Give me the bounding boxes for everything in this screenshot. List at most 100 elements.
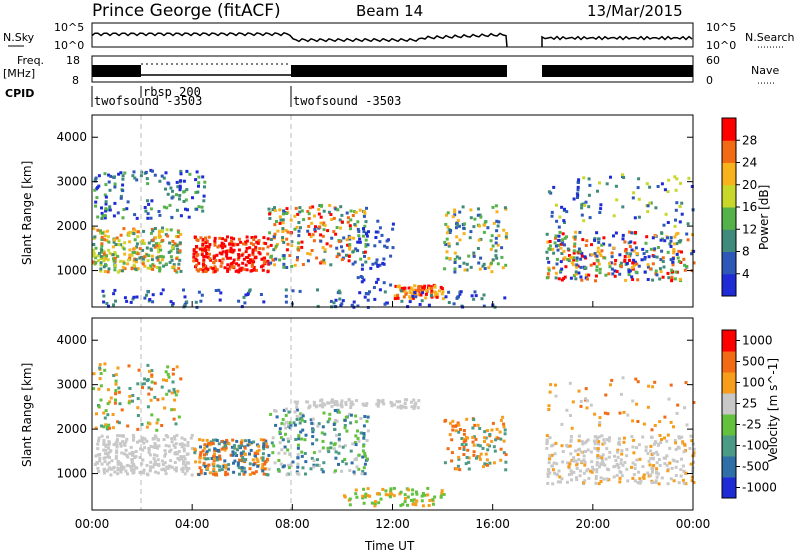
range-cell xyxy=(580,278,584,282)
range-cell xyxy=(115,449,119,453)
range-cell xyxy=(113,201,117,205)
range-cell xyxy=(278,221,282,225)
range-cell xyxy=(388,495,392,499)
range-cell xyxy=(295,225,299,229)
range-cell xyxy=(605,447,609,451)
range-cell xyxy=(156,258,160,262)
range-cell xyxy=(104,183,108,187)
range-cell xyxy=(123,241,127,245)
range-cell xyxy=(126,463,130,467)
range-cell xyxy=(160,468,164,472)
range-cell xyxy=(322,461,326,465)
range-cell xyxy=(148,369,151,373)
range-cell xyxy=(128,240,132,244)
range-cell xyxy=(365,419,369,423)
range-cell xyxy=(236,461,240,465)
range-cell xyxy=(105,254,108,258)
range-cell xyxy=(610,251,614,255)
range-cell xyxy=(644,241,648,245)
range-cell xyxy=(187,467,191,470)
range-cell xyxy=(252,243,255,247)
range-cell xyxy=(599,207,603,211)
range-cell xyxy=(651,278,655,282)
range-cell xyxy=(692,261,696,265)
range-cell xyxy=(682,481,686,485)
range-cell xyxy=(561,450,565,453)
range-cell xyxy=(282,408,286,412)
range-cell xyxy=(271,436,275,440)
range-cell xyxy=(499,437,503,441)
range-cell xyxy=(472,254,476,258)
range-cell xyxy=(621,173,625,177)
range-cell xyxy=(150,380,154,384)
range-cell xyxy=(308,206,312,210)
range-cell xyxy=(326,229,330,233)
range-cell xyxy=(574,277,578,281)
range-cell xyxy=(643,256,647,259)
range-cell xyxy=(583,204,587,207)
range-cell xyxy=(122,208,126,211)
range-cell xyxy=(132,232,136,236)
range-cell xyxy=(443,419,447,423)
range-cell xyxy=(572,470,576,474)
range-cell xyxy=(202,255,206,258)
range-cell xyxy=(106,402,110,406)
range-cell xyxy=(692,460,696,464)
range-cell xyxy=(201,268,205,272)
range-cell xyxy=(679,468,683,472)
range-cell xyxy=(454,429,458,433)
range-cell xyxy=(96,215,100,219)
range-cell xyxy=(171,372,175,376)
range-cell xyxy=(583,255,587,259)
colorbar-tick-label: 500 xyxy=(742,355,765,369)
range-cell xyxy=(207,252,211,256)
range-cell xyxy=(186,444,190,448)
range-cell xyxy=(128,248,132,252)
range-cell xyxy=(488,461,492,465)
range-cell xyxy=(259,293,263,296)
range-cell xyxy=(296,256,299,260)
range-cell xyxy=(448,433,452,437)
range-cell xyxy=(125,453,129,457)
range-cell xyxy=(319,403,323,407)
range-cell xyxy=(142,441,146,445)
range-cell xyxy=(243,452,247,456)
range-cell xyxy=(132,462,135,466)
range-cell xyxy=(674,208,678,212)
range-cell xyxy=(363,250,367,254)
range-cell xyxy=(199,451,203,455)
range-cell xyxy=(585,239,589,243)
range-cell xyxy=(170,440,174,444)
range-cell xyxy=(556,480,560,484)
range-cell xyxy=(589,469,592,473)
range-cell xyxy=(678,277,682,281)
range-cell xyxy=(429,294,433,298)
range-cell xyxy=(210,457,214,460)
range-cell xyxy=(240,466,244,470)
range-cell xyxy=(172,443,176,447)
range-cell xyxy=(632,438,636,442)
range-cell xyxy=(135,216,139,220)
range-cell xyxy=(378,288,382,292)
range-cell xyxy=(141,448,145,452)
range-cell xyxy=(634,270,638,274)
range-cell xyxy=(117,390,121,394)
range-cell xyxy=(357,439,361,443)
range-cell xyxy=(121,177,125,181)
range-cell xyxy=(312,465,315,469)
range-cell xyxy=(121,189,125,193)
range-cell xyxy=(403,402,407,405)
range-cell xyxy=(569,414,572,417)
range-cell xyxy=(461,205,465,209)
range-cell xyxy=(202,260,206,264)
range-cell xyxy=(103,368,107,372)
range-cell xyxy=(301,263,305,266)
range-cell xyxy=(427,303,431,307)
range-cell xyxy=(360,280,364,284)
range-cell xyxy=(284,432,287,436)
range-cell xyxy=(677,481,681,485)
range-cell xyxy=(366,415,370,419)
range-cell xyxy=(372,286,376,289)
range-cell xyxy=(104,209,108,213)
range-cell xyxy=(242,257,246,261)
